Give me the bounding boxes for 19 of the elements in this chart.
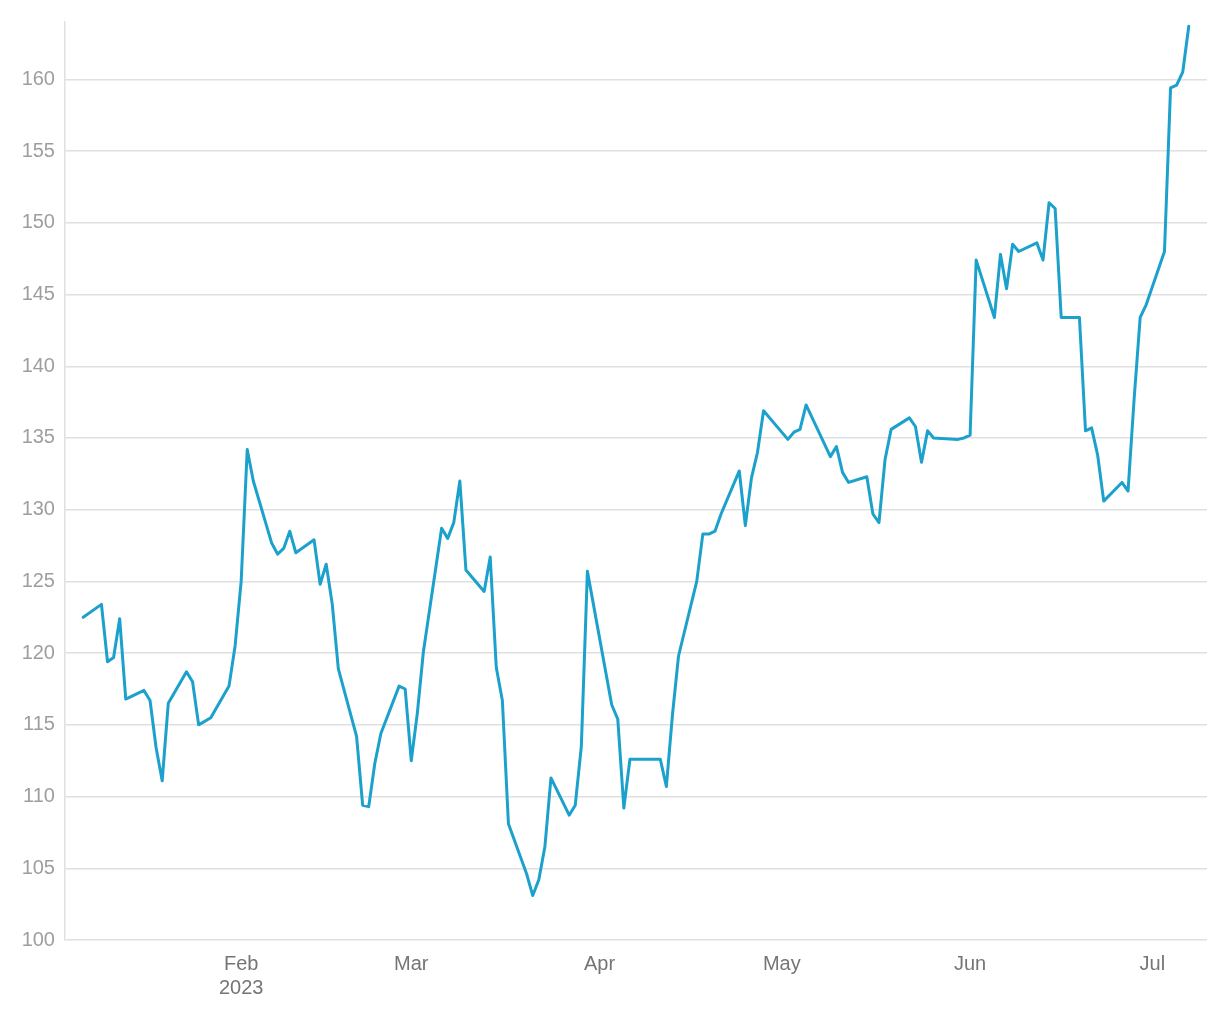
x-tick-label: Jun bbox=[953, 951, 987, 974]
y-tick-label: 155 bbox=[21, 138, 55, 161]
y-tick-label: 125 bbox=[21, 568, 55, 591]
y-tick-label: 115 bbox=[23, 712, 55, 735]
y-tick-label: 130 bbox=[21, 497, 55, 520]
x-tick-label: Mar bbox=[394, 951, 429, 974]
y-tick-label: 140 bbox=[21, 353, 55, 376]
x-tick-label: Jul bbox=[1139, 951, 1166, 974]
x-tick-label: May bbox=[762, 951, 801, 974]
y-tick-label: 110 bbox=[23, 784, 55, 807]
x-tick-label: Feb 2023 bbox=[218, 951, 264, 998]
y-tick-label: 160 bbox=[21, 66, 55, 89]
y-tick-label: 100 bbox=[21, 927, 55, 950]
y-tick-label: 105 bbox=[21, 855, 55, 878]
y-tick-label: 135 bbox=[21, 425, 55, 448]
x-tick-label: Apr bbox=[583, 951, 616, 974]
y-tick-label: 145 bbox=[21, 282, 55, 305]
y-tick-label: 150 bbox=[21, 210, 55, 233]
y-tick-label: 120 bbox=[21, 640, 55, 663]
